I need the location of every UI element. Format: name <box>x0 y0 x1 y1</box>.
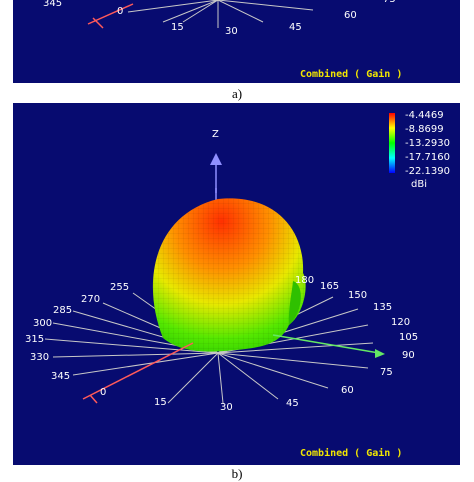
angle-315: 315 <box>25 334 44 345</box>
panel-a-angle-0: 0 <box>117 6 123 17</box>
angle-135: 135 <box>373 302 392 313</box>
x-axis <box>82 342 194 400</box>
radiation-surface <box>152 198 306 352</box>
angle-270: 270 <box>81 294 100 305</box>
x-axis-tick <box>89 394 98 404</box>
panel-a-angle-45: 45 <box>289 22 302 33</box>
angle-105: 105 <box>399 332 418 343</box>
panel-a-angle-15: 15 <box>171 22 184 33</box>
angle-0: 0 <box>100 387 106 398</box>
z-axis-label: Z <box>212 129 219 140</box>
angle-75: 75 <box>380 367 393 378</box>
caption-a: a) <box>231 86 243 101</box>
panel-a-plot: 345 0 15 30 45 60 75 Combined ( Gain ) <box>43 0 402 80</box>
panel-a-angle-30: 30 <box>225 26 238 37</box>
angle-90: 90 <box>402 350 415 361</box>
legend-unit: dBi <box>411 179 427 190</box>
legend-value-4: -17.7160 <box>405 152 450 163</box>
angle-165: 165 <box>320 281 339 292</box>
panel-a-footer: Combined ( Gain ) <box>300 68 402 80</box>
angle-180: 180 <box>295 275 314 286</box>
y-axis <box>272 334 380 354</box>
legend-value-2: -8.8699 <box>405 124 444 135</box>
legend-value-1: -4.4469 <box>405 110 444 121</box>
radiation-pattern-panel-b: Z <box>13 103 460 465</box>
panel-a-angle-345: 345 <box>43 0 62 9</box>
angle-255: 255 <box>110 282 129 293</box>
angle-330: 330 <box>30 352 49 363</box>
panel-b-footer: Combined ( Gain ) <box>300 447 402 459</box>
angle-30: 30 <box>220 402 233 413</box>
angle-345: 345 <box>51 371 70 382</box>
panel-a-angle-75: 75 <box>383 0 396 5</box>
color-legend: -4.4469 -8.8699 -13.2930 -17.7160 -22.13… <box>405 110 450 190</box>
legend-value-3: -13.2930 <box>405 138 450 149</box>
color-scale-bar <box>389 113 395 173</box>
panel-a-axis-tick <box>92 17 104 29</box>
angle-285: 285 <box>53 305 72 316</box>
angle-120: 120 <box>391 317 410 328</box>
angle-45: 45 <box>286 398 299 409</box>
panel-a-grid-lines <box>127 0 314 28</box>
panel-b-plot: Z <box>25 110 450 459</box>
angle-60: 60 <box>341 385 354 396</box>
z-axis-arrowhead <box>210 153 222 165</box>
caption-b: b) <box>231 466 243 481</box>
angle-15: 15 <box>154 397 167 408</box>
panel-a-x-axis <box>87 3 134 25</box>
angle-300: 300 <box>33 318 52 329</box>
panel-a-angle-60: 60 <box>344 10 357 21</box>
radiation-pattern-panel-a: 345 0 15 30 45 60 75 Combined ( Gain ) <box>13 0 460 83</box>
legend-value-5: -22.1390 <box>405 166 450 177</box>
angle-150: 150 <box>348 290 367 301</box>
y-axis-arrowhead <box>375 349 385 358</box>
